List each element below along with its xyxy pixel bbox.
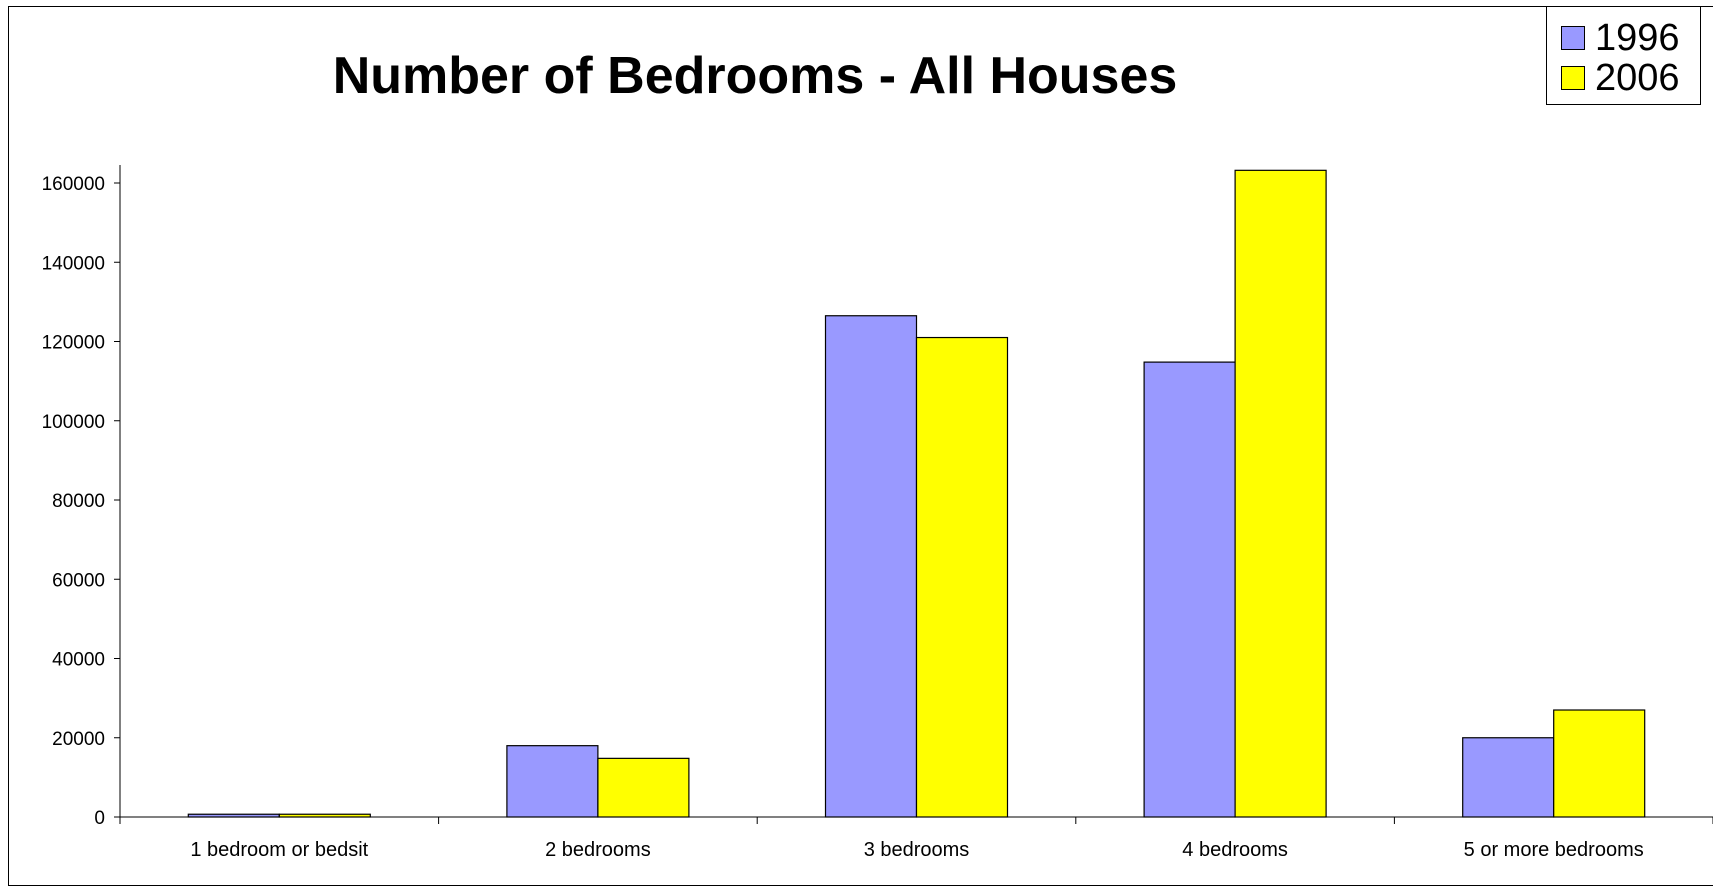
y-tick-label: 100000: [42, 412, 105, 433]
y-tick-label: 60000: [52, 570, 105, 591]
bar-1996-4: [1462, 737, 1555, 818]
x-tick-label: 4 bedrooms: [1182, 839, 1288, 861]
y-tick-label: 0: [94, 808, 105, 829]
x-tick-label: 5 or more bedrooms: [1464, 839, 1644, 861]
legend-label-1996: 1996: [1595, 16, 1680, 59]
bar-2006-3: [1234, 169, 1327, 818]
legend-label-2006: 2006: [1595, 56, 1680, 99]
x-tick-label: 3 bedrooms: [864, 839, 970, 861]
y-tick-label: 160000: [42, 174, 105, 195]
legend: 1996 2006: [1546, 6, 1701, 105]
legend-swatch-1996: [1561, 26, 1585, 50]
y-tick-label: 40000: [52, 650, 105, 671]
bar-2006-4: [1553, 709, 1646, 818]
y-tick-label: 80000: [52, 491, 105, 512]
y-tick-label: 120000: [42, 333, 105, 354]
y-tick-label: 140000: [42, 253, 105, 274]
legend-swatch-2006: [1561, 66, 1585, 90]
legend-item-1996: 1996: [1561, 16, 1680, 59]
y-tick-label: 20000: [52, 729, 105, 750]
chart-title: Number of Bedrooms - All Houses: [332, 47, 1178, 105]
bar-2006-2: [915, 336, 1009, 818]
bar-2006-1: [597, 757, 690, 818]
x-tick-label: 2 bedrooms: [545, 839, 651, 861]
bar-1996-1: [506, 745, 599, 818]
x-tick-label: 1 bedroom or bedsit: [190, 839, 368, 861]
legend-item-2006: 2006: [1561, 56, 1680, 99]
bar-1996-3: [1143, 361, 1236, 818]
bar-chart-plot: 0 20000 40000 60000 80000 100000 120000 140000 1…: [42, 165, 1713, 861]
bar-1996-2: [824, 315, 918, 818]
